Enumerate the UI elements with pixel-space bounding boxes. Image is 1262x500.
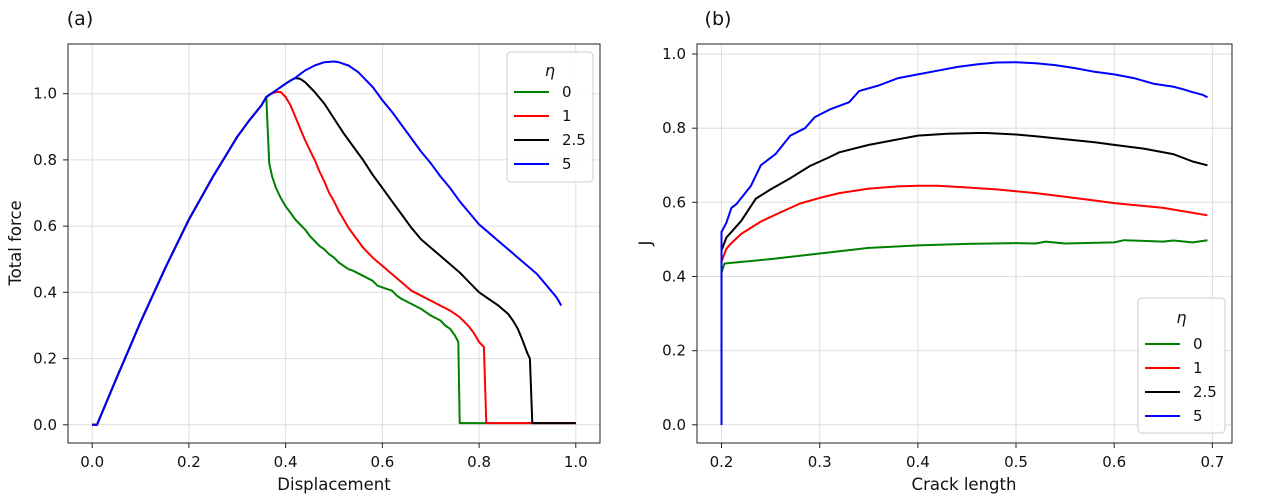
y-tick-label: 0.4 <box>662 268 686 286</box>
legend-title: η <box>545 61 555 80</box>
series-line-eta-5 <box>92 60 563 426</box>
panel-a: (a) Displacement Total force 0.0 0.2 0.4 0.… <box>6 8 601 494</box>
legend-label: 1 <box>562 107 572 125</box>
series-line-eta-2-5 <box>720 132 1208 425</box>
legend-label: 1 <box>1193 359 1203 377</box>
x-tick-label: 0.6 <box>1102 453 1126 471</box>
panel-label-a: (a) <box>67 8 93 30</box>
legend: η0 1 2.5 5 <box>506 51 594 183</box>
series-line-eta-2-5 <box>92 77 576 426</box>
y-tick-label: 0.6 <box>33 217 57 235</box>
x-tick-label: 0.2 <box>177 453 201 471</box>
y-tick-label: 0.0 <box>33 416 57 434</box>
x-tick-label: 0.2 <box>710 453 734 471</box>
axes-frame <box>696 43 1233 444</box>
panel-label-b: (b) <box>705 8 732 30</box>
legend-label: 0 <box>1193 335 1203 353</box>
legend-label: 0 <box>562 83 572 101</box>
series-line-eta-0 <box>720 239 1208 425</box>
legend-label: 2.5 <box>1193 383 1217 401</box>
x-tick-label: 1.0 <box>564 453 588 471</box>
legend-label: 2.5 <box>562 131 586 149</box>
legend: η0 1 2.5 5 <box>1137 297 1226 434</box>
x-axis-label: Displacement <box>277 475 391 494</box>
x-tick-label: 0.3 <box>808 453 832 471</box>
y-tick-label: 1.0 <box>662 45 686 63</box>
y-tick-label: 0.0 <box>662 416 686 434</box>
panel-b: (b) Crack length J 0.2 0.3 0.4 0.5 0.6 0.7 0.0… <box>636 8 1233 494</box>
series-line-eta-0 <box>92 96 576 426</box>
x-axis-label: Crack length <box>912 475 1017 494</box>
y-axis-label: Total force <box>6 200 25 286</box>
x-tick-label: 0.4 <box>274 453 298 471</box>
y-tick-label: 0.6 <box>662 193 686 211</box>
x-tick-label: 0.8 <box>467 453 491 471</box>
x-tick-label: 0.7 <box>1200 453 1224 471</box>
x-tick-label: 0.6 <box>370 453 394 471</box>
legend-frame <box>506 51 594 183</box>
legend-label: 5 <box>1193 407 1203 425</box>
y-tick-label: 0.2 <box>33 350 57 368</box>
series-line-eta-1 <box>720 184 1208 425</box>
x-tick-label: 0.0 <box>80 453 104 471</box>
legend-label: 5 <box>562 155 572 173</box>
y-tick-label: 0.4 <box>33 283 57 301</box>
y-axis-label: J <box>636 241 655 247</box>
axes-frame <box>67 43 601 444</box>
x-tick-label: 0.5 <box>1004 453 1028 471</box>
y-tick-label: 0.2 <box>662 342 686 360</box>
y-tick-label: 0.8 <box>662 119 686 137</box>
legend-frame <box>1137 297 1226 434</box>
series-line-eta-5 <box>720 61 1208 425</box>
y-tick-label: 0.8 <box>33 151 57 169</box>
legend-title: η <box>1176 308 1186 327</box>
y-tick-label: 1.0 <box>33 85 57 103</box>
x-tick-label: 0.4 <box>906 453 930 471</box>
